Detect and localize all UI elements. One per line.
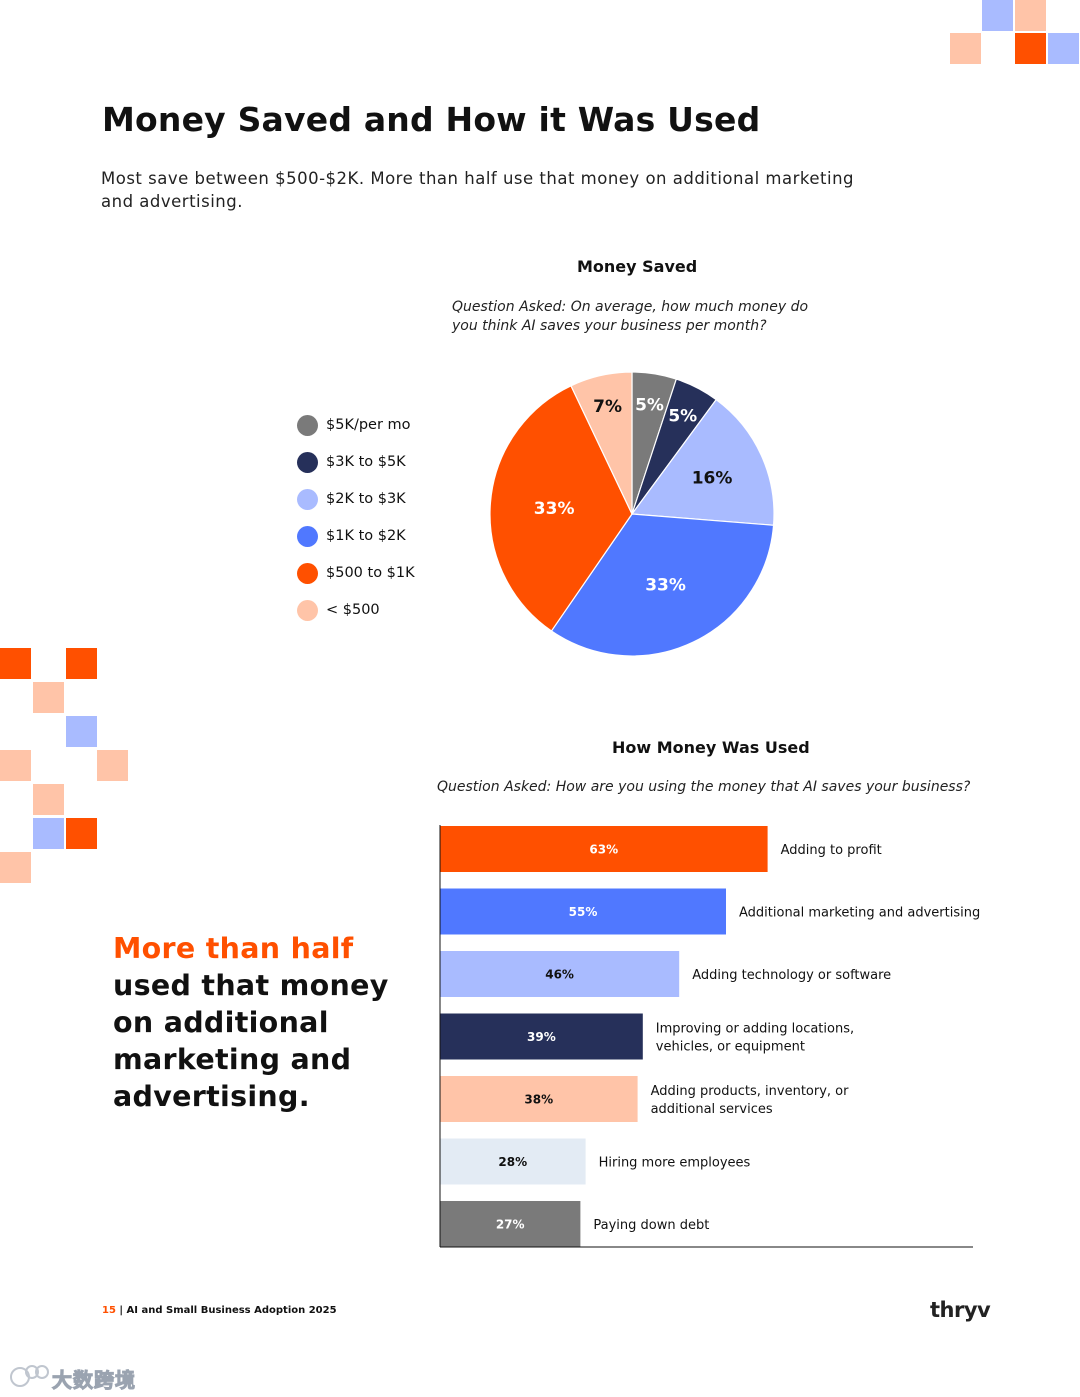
bar-value-label: 39% (527, 1030, 556, 1044)
bar-category-label: Adding products, inventory, or additional… (651, 1084, 850, 1117)
legend-item: $5K/per mo (297, 414, 457, 436)
watermark-logo-icon (10, 1365, 49, 1387)
legend-label: $500 to $1K (326, 565, 415, 581)
bar-value-label: 28% (498, 1155, 527, 1169)
page-subtitle: Most save between $500-$2K. More than ha… (101, 169, 854, 211)
pie-slice-label: 33% (534, 499, 575, 519)
brand-logo: thryv (930, 1298, 991, 1322)
bar (440, 1201, 581, 1247)
report-title: AI and Small Business Adoption 2025 (126, 1305, 337, 1316)
bar-category-label: Hiring more employees (599, 1156, 751, 1171)
bar-category-label: Adding to profit (781, 843, 882, 858)
legend-item: $2K to $3K (297, 488, 457, 510)
legend-label: $3K to $5K (326, 454, 406, 470)
bar (440, 826, 768, 872)
pie-chart-question: Question Asked: On average, how much mon… (452, 299, 809, 334)
legend-item: $1K to $2K (297, 525, 457, 547)
deco-square (66, 818, 97, 849)
callout: More than half used that money on additi… (113, 930, 413, 1115)
deco-square (33, 784, 64, 815)
page-number: 15 (102, 1305, 116, 1316)
pie-chart: 5%5% 16% 33% 33% 7% (489, 371, 775, 657)
deco-square (66, 716, 97, 747)
deco-square (0, 750, 31, 781)
deco-square (33, 818, 64, 849)
legend-swatch (297, 563, 318, 584)
legend-item: $3K to $5K (297, 451, 457, 473)
pie-slice-label: 5% (635, 396, 664, 416)
bar-category-label: Improving or adding locations, vehicles, … (656, 1022, 854, 1055)
callout-text: used that money on additional marketing … (113, 969, 389, 1113)
bar-value-label: 46% (545, 968, 574, 982)
deco-square (33, 682, 64, 713)
deco-square (950, 33, 981, 64)
bar-chart: 63% Adding to profit 55% Additional marketi… (439, 825, 980, 1248)
bar (440, 1076, 638, 1122)
footer: 15 | AI and Small Business Adoption 2025 (102, 1305, 337, 1316)
pie-slice-label: 7% (593, 397, 622, 417)
legend-item: $500 to $1K (297, 562, 457, 584)
legend-label: $1K to $2K (326, 528, 406, 544)
bar (440, 1013, 643, 1060)
legend-swatch (297, 415, 318, 436)
legend-label: $5K/per mo (326, 417, 411, 433)
deco-square (1048, 33, 1079, 64)
deco-square (1015, 0, 1046, 31)
bar-category-label: Paying down debt (593, 1218, 709, 1233)
deco-square (97, 750, 128, 781)
deco-square (982, 0, 1013, 31)
legend-swatch (297, 452, 318, 473)
deco-square (66, 648, 97, 679)
pie-slice (570, 371, 633, 515)
footer-separator: | (115, 1305, 127, 1316)
bar-category-label: Additional marketing and advertising (739, 906, 980, 921)
pie-chart-title: Money Saved (577, 257, 698, 276)
pie-slice-label: 16% (692, 468, 733, 488)
callout-highlight: More than half (113, 932, 354, 965)
deco-square (0, 852, 31, 883)
pie-slice (550, 513, 775, 657)
legend-item: < $500 (297, 599, 457, 621)
legend-swatch (297, 600, 318, 621)
watermark: 大数跨境 (8, 1362, 148, 1393)
pie-slice (630, 398, 775, 526)
bar-value-label: 55% (569, 905, 598, 919)
pie-slice-label: 5% (668, 407, 697, 427)
bar-value-label: 27% (496, 1218, 525, 1232)
pie-slice (489, 384, 633, 632)
bar-chart-question: Question Asked: How are you using the mo… (437, 779, 971, 795)
legend-swatch (297, 526, 318, 547)
bar-value-label: 63% (589, 843, 618, 857)
deco-square (0, 648, 31, 679)
legend-label: $2K to $3K (326, 491, 406, 507)
watermark-text: 大数跨境 (52, 1368, 136, 1393)
bar-category-label: Adding technology or software (692, 968, 891, 983)
bar-value-label: 38% (524, 1093, 553, 1107)
legend-swatch (297, 489, 318, 510)
page-title: Money Saved and How it Was Used (102, 100, 761, 139)
bar-chart-title: How Money Was Used (612, 738, 810, 757)
deco-square (1015, 33, 1046, 64)
legend-label: < $500 (326, 602, 380, 618)
bar (440, 888, 726, 935)
bar (440, 951, 680, 997)
bar (440, 1138, 586, 1185)
pie-slice-label: 33% (645, 576, 686, 596)
